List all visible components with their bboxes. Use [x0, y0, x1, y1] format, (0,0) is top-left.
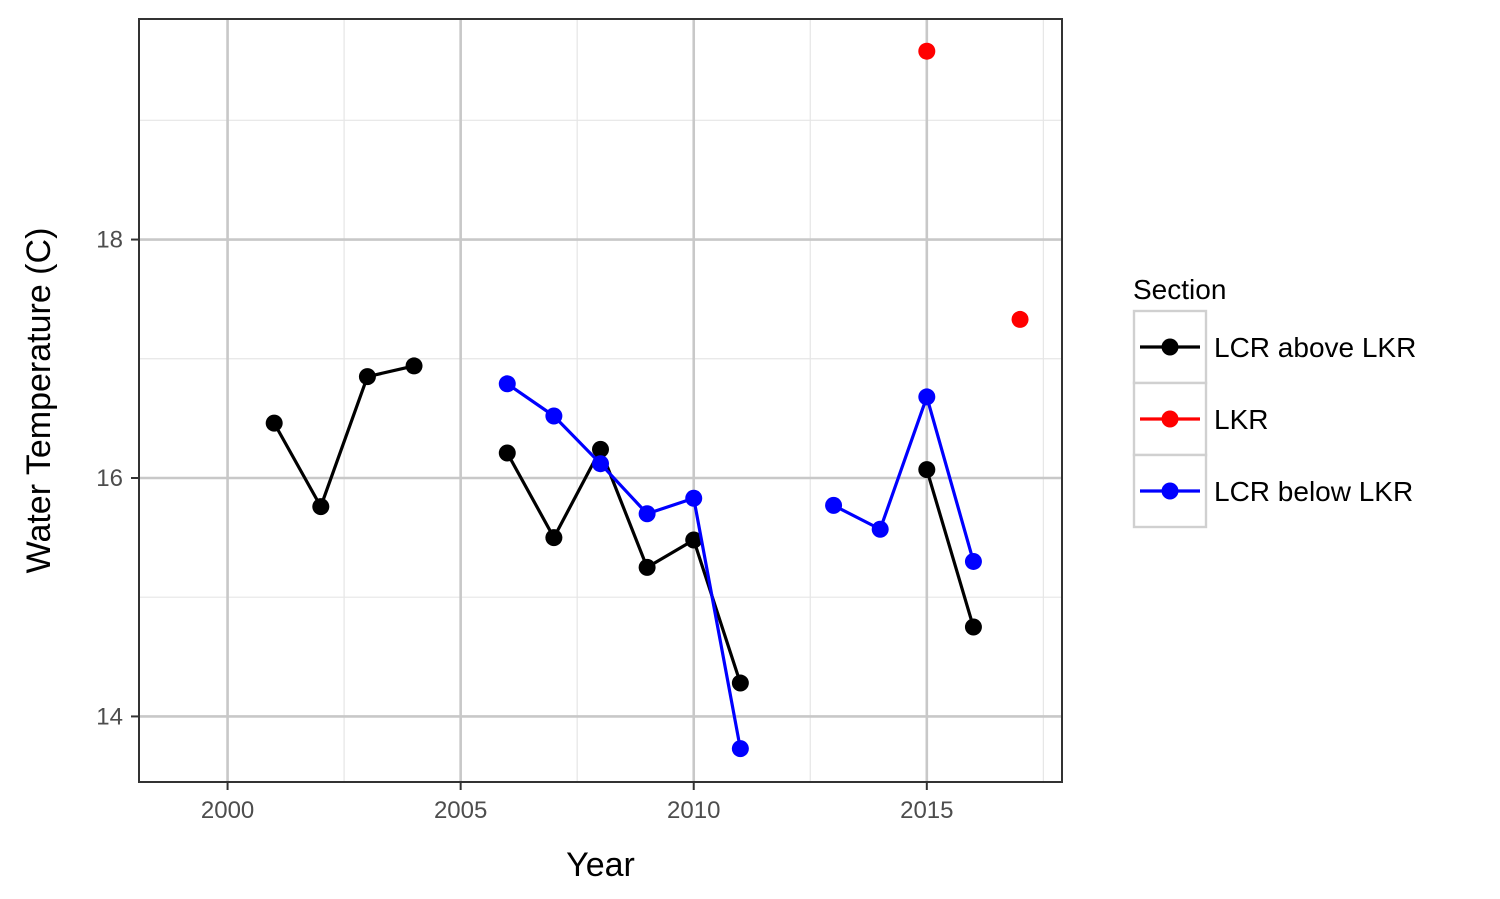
data-point: [592, 440, 609, 458]
data-point: [731, 740, 749, 758]
data-point: [592, 455, 609, 473]
data-point: [871, 520, 889, 538]
data-point: [685, 531, 703, 549]
data-point: [498, 444, 516, 462]
series-lcr-above-lkr: [265, 357, 982, 692]
data-point: [312, 498, 330, 516]
data-point: [545, 529, 563, 547]
legend-key-point: [1161, 338, 1179, 356]
series-line: [505, 447, 742, 684]
legend-item: LCR below LKR: [1132, 453, 1413, 529]
data-point: [964, 618, 982, 636]
data-point: [918, 388, 936, 406]
series-line: [925, 469, 975, 628]
y-tick-label: 16: [96, 465, 123, 492]
data-point: [964, 552, 982, 570]
plot-panel-border: [138, 18, 1063, 783]
series-line: [272, 364, 415, 509]
series-line: [506, 382, 742, 749]
x-tick-label: 2015: [900, 797, 953, 824]
legend-title: Section: [1133, 274, 1226, 305]
legend: Section LCR above LKR LKR LCR below LKR: [1132, 274, 1416, 529]
data-point: [731, 674, 749, 692]
minor-gridlines: [139, 19, 1062, 782]
legend-label: LCR below LKR: [1214, 476, 1413, 507]
y-axis-title: Water Temperature (C): [20, 228, 58, 574]
data-point: [545, 407, 563, 425]
legend-key-point: [1161, 410, 1179, 428]
legend-key-point: [1161, 482, 1179, 500]
legend-label: LCR above LKR: [1214, 332, 1416, 363]
data-point: [358, 368, 376, 386]
data-point: [638, 505, 656, 523]
legend-item: LKR: [1132, 381, 1268, 457]
data-point: [498, 375, 516, 393]
series-lkr: [918, 42, 1029, 328]
x-tick-label: 2010: [667, 797, 720, 824]
data-point: [638, 558, 656, 576]
series-lcr-below-lkr: [498, 375, 982, 758]
data-point: [825, 496, 843, 514]
series-layer: [265, 42, 1029, 758]
x-tick-label: 2000: [201, 797, 254, 824]
y-tick-label: 18: [96, 227, 123, 254]
axis-ticks: [131, 238, 928, 790]
y-tick-label: 14: [96, 703, 123, 730]
x-axis-title: Year: [566, 846, 635, 884]
data-point: [918, 42, 936, 60]
major-gridlines: [139, 19, 1062, 782]
data-point: [918, 461, 936, 479]
data-point: [405, 357, 423, 375]
legend-label: LKR: [1214, 404, 1268, 435]
legend-items: LCR above LKR LKR LCR below LKR: [1132, 309, 1416, 529]
data-point: [265, 414, 283, 432]
series-line: [832, 395, 975, 562]
data-point: [685, 489, 703, 507]
data-point: [1011, 310, 1029, 328]
legend-item: LCR above LKR: [1132, 309, 1416, 385]
x-tick-label: 2005: [434, 797, 487, 824]
axis-tick-labels: 2000 2005 2010 2015 14 16 18: [96, 227, 953, 824]
